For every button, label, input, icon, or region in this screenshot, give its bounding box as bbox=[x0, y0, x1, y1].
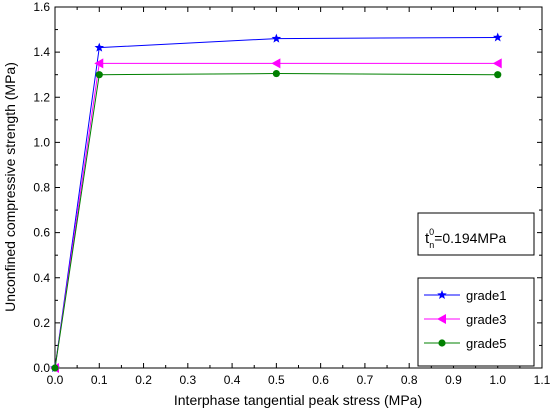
x-tick-label: 0.8 bbox=[401, 373, 418, 387]
annotation-subscript: n bbox=[429, 240, 434, 250]
series-line bbox=[54, 73, 498, 369]
legend: grade1 grade3 grade5 bbox=[417, 277, 535, 367]
legend-entry-grade1: grade1 bbox=[424, 288, 506, 303]
ticks-layer: 0.0 0.1 0.2 0.3 0.4 0.5 0.6 0.7 0.8 0.9 1.0 1.1 0.0 0… bbox=[33, 0, 550, 387]
legend-marker bbox=[437, 290, 447, 300]
series-line bbox=[54, 62, 498, 369]
x-tick-label: 0.9 bbox=[445, 373, 462, 387]
x-tick-label: 0.7 bbox=[357, 373, 374, 387]
x-tick-label: 0.6 bbox=[312, 373, 329, 387]
y-axis-title: Unconfined compressive strength (MPa) bbox=[2, 62, 18, 312]
data-point bbox=[492, 58, 502, 69]
y-tick-label: 0.4 bbox=[33, 271, 50, 285]
data-point bbox=[271, 58, 281, 69]
data-point bbox=[51, 364, 59, 372]
legend-entry-grade5: grade5 bbox=[424, 336, 506, 351]
y-tick-label: 1.0 bbox=[33, 135, 50, 149]
y-tick-label: 0.0 bbox=[33, 361, 50, 375]
series-line bbox=[54, 36, 498, 369]
x-tick-label: 0.1 bbox=[91, 373, 108, 387]
y-tick-label: 1.6 bbox=[33, 0, 50, 14]
data-point bbox=[94, 58, 104, 69]
data-point bbox=[95, 71, 103, 79]
x-tick-label: 0.0 bbox=[47, 373, 64, 387]
legend-label: grade1 bbox=[466, 288, 506, 303]
x-tick-label: 1.1 bbox=[534, 373, 550, 387]
x-axis-title: Interphase tangential peak stress (MPa) bbox=[174, 392, 422, 408]
annotation-superscript: 0 bbox=[429, 227, 434, 237]
legend-label: grade5 bbox=[466, 336, 506, 351]
data-point bbox=[272, 69, 280, 78]
series-layer bbox=[50, 32, 503, 373]
legend-frame bbox=[417, 277, 535, 367]
y-tick-label: 1.4 bbox=[33, 45, 50, 59]
legend-label: grade3 bbox=[466, 312, 506, 327]
data-point bbox=[271, 33, 282, 43]
annotation-text: t0 n=0.194MPa bbox=[425, 227, 506, 250]
annotation-rest: =0.194MPa bbox=[434, 230, 506, 246]
x-tick-label: 0.2 bbox=[135, 373, 152, 387]
series-grade5 bbox=[51, 69, 502, 372]
annotation-frame bbox=[417, 212, 535, 256]
legend-entry-grade3: grade3 bbox=[424, 312, 506, 327]
x-tick-label: 0.4 bbox=[224, 373, 241, 387]
data-point bbox=[94, 42, 105, 52]
x-tick-label: 0.5 bbox=[268, 373, 285, 387]
data-point bbox=[492, 32, 503, 42]
x-tick-label: 0.3 bbox=[179, 373, 196, 387]
y-tick-label: 0.8 bbox=[33, 181, 50, 195]
y-tick-label: 0.6 bbox=[33, 226, 50, 240]
data-point bbox=[494, 71, 502, 79]
y-tick-label: 1.2 bbox=[33, 90, 50, 104]
legend-marker bbox=[437, 314, 446, 324]
legend-marker bbox=[438, 339, 446, 347]
y-tick-label: 0.2 bbox=[33, 316, 50, 330]
annotation-box: t0 n=0.194MPa bbox=[417, 212, 535, 256]
x-tick-label: 1.0 bbox=[489, 373, 506, 387]
annotation-base: t bbox=[425, 230, 430, 247]
